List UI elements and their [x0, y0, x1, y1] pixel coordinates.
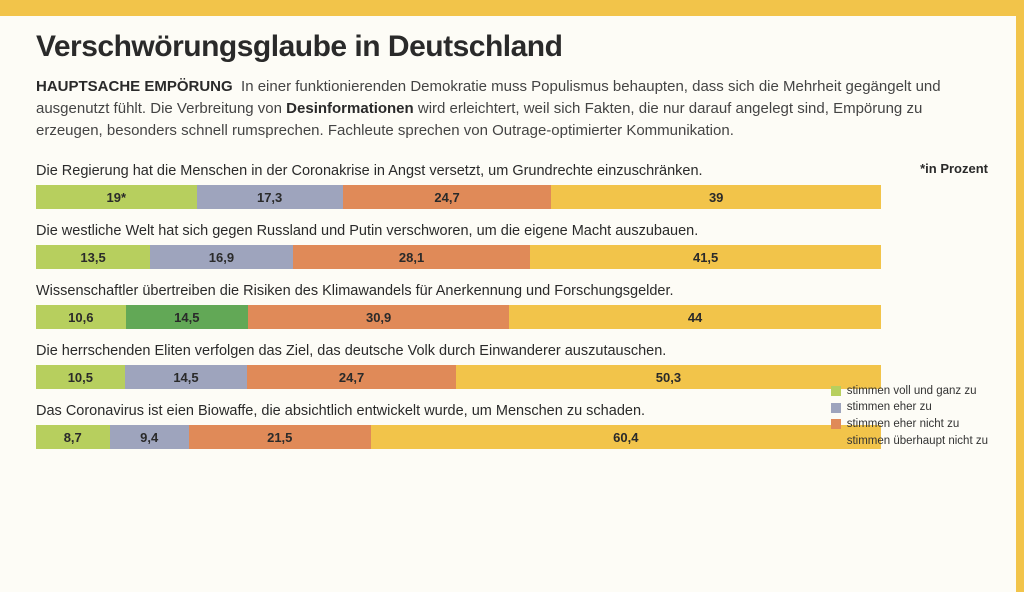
segment-value: 28,1: [399, 250, 424, 265]
row-label: Die westliche Welt hat sich gegen Russla…: [36, 223, 988, 239]
bar-segment: 17,3: [197, 185, 343, 209]
legend-label: stimmen eher nicht zu: [847, 416, 960, 433]
segment-value: 16,9: [209, 250, 234, 265]
segment-value: 10,5: [68, 370, 93, 385]
legend-swatch: [831, 419, 841, 429]
legend: stimmen voll und ganz zustimmen eher zus…: [831, 383, 988, 450]
segment-value: 44: [688, 310, 702, 325]
legend-swatch: [831, 436, 841, 446]
legend-swatch: [831, 403, 841, 413]
bar-segment: 10,6: [36, 305, 126, 329]
segment-value: 24,7: [434, 190, 459, 205]
bar-segment: 50,3: [456, 365, 881, 389]
bar-segment: 14,5: [125, 365, 248, 389]
segment-value: 8,7: [64, 430, 82, 445]
legend-label: stimmen voll und ganz zu: [847, 383, 977, 400]
chart-title: Verschwörungsglaube in Deutschland: [36, 30, 988, 64]
stacked-bar: 13,5 16,9 28,1 41,5: [36, 245, 881, 269]
bar-segment: 10,5: [36, 365, 125, 389]
segment-value: 10,6: [68, 310, 93, 325]
segment-value: 41,5: [693, 250, 718, 265]
bar-segment: 19*: [36, 185, 197, 209]
segment-value: 17,3: [257, 190, 282, 205]
legend-item: stimmen voll und ganz zu: [831, 383, 988, 400]
segment-value: 30,9: [366, 310, 391, 325]
bar-segment: 24,7: [343, 185, 552, 209]
bar-segment: 44: [509, 305, 881, 329]
segment-value: 14,5: [173, 370, 198, 385]
chart-row: Die Regierung hat die Menschen in der Co…: [36, 163, 988, 209]
legend-swatch: [831, 386, 841, 396]
segment-value: 13,5: [80, 250, 105, 265]
bar-segment: 24,7: [247, 365, 456, 389]
chart-row: Die westliche Welt hat sich gegen Russla…: [36, 223, 988, 269]
legend-label: stimmen überhaupt nicht zu: [847, 433, 988, 450]
segment-value: 60,4: [613, 430, 638, 445]
frame-right: [1016, 0, 1024, 592]
segment-value: 19*: [107, 190, 127, 205]
legend-item: stimmen überhaupt nicht zu: [831, 433, 988, 450]
stacked-bar: 19* 17,3 24,7 39: [36, 185, 881, 209]
bar-segment: 14,5: [126, 305, 249, 329]
bar-segment: 30,9: [248, 305, 509, 329]
segment-value: 21,5: [267, 430, 292, 445]
legend-item: stimmen eher nicht zu: [831, 416, 988, 433]
bar-segment: 60,4: [371, 425, 881, 449]
stacked-bar: 10,6 14,5 30,9 44: [36, 305, 881, 329]
row-label: Die Regierung hat die Menschen in der Co…: [36, 163, 988, 179]
percent-note: *in Prozent: [920, 161, 988, 176]
legend-item: stimmen eher zu: [831, 399, 988, 416]
bar-segment: 8,7: [36, 425, 110, 449]
bar-segment: 28,1: [293, 245, 530, 269]
lead-bold: Desinformationen: [286, 100, 414, 117]
lead-paragraph: HAUPTSACHE EMPÖRUNG In einer funktionier…: [36, 76, 988, 141]
bar-segment: 13,5: [36, 245, 150, 269]
content: Verschwörungsglaube in Deutschland HAUPT…: [0, 0, 1024, 481]
row-label: Wissenschaftler übertreiben die Risiken …: [36, 283, 988, 299]
segment-value: 9,4: [140, 430, 158, 445]
frame-top: [0, 0, 1024, 16]
bar-segment: 21,5: [189, 425, 371, 449]
chart-row: Wissenschaftler übertreiben die Risiken …: [36, 283, 988, 329]
segment-value: 50,3: [656, 370, 681, 385]
chart-area: *in Prozent Die Regierung hat die Mensch…: [36, 163, 988, 449]
segment-value: 24,7: [339, 370, 364, 385]
kicker: HAUPTSACHE EMPÖRUNG: [36, 78, 233, 95]
bar-segment: 41,5: [530, 245, 881, 269]
stacked-bar: 10,5 14,5 24,7 50,3: [36, 365, 881, 389]
row-label: Die herrschenden Eliten verfolgen das Zi…: [36, 343, 988, 359]
segment-value: 14,5: [174, 310, 199, 325]
bar-segment: 9,4: [110, 425, 189, 449]
bar-segment: 39: [551, 185, 881, 209]
stacked-bar: 8,7 9,4 21,5 60,4: [36, 425, 881, 449]
bar-segment: 16,9: [150, 245, 293, 269]
legend-label: stimmen eher zu: [847, 399, 932, 416]
segment-value: 39: [709, 190, 723, 205]
